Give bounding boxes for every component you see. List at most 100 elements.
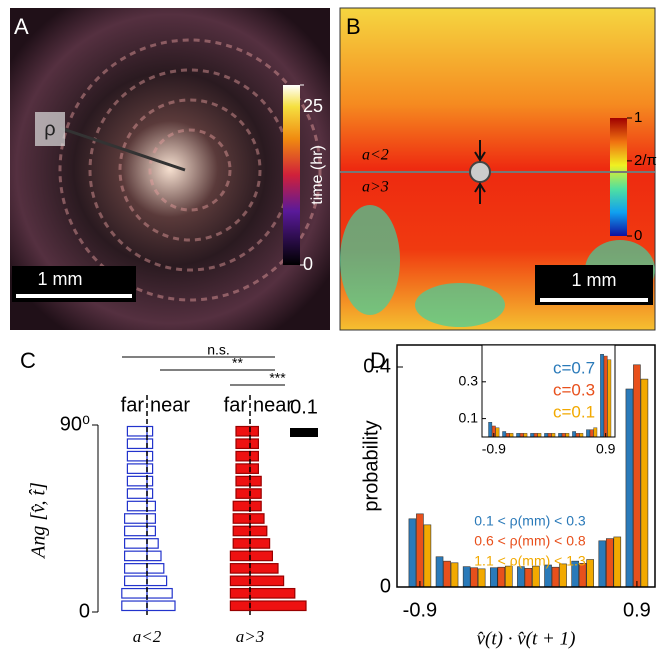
legend-entry: c=0.1: [553, 402, 595, 421]
bar: [565, 433, 570, 438]
bar: [586, 559, 594, 588]
bar: [146, 425, 154, 437]
bar: [235, 438, 251, 450]
bar: [558, 433, 563, 438]
side-label: far: [121, 394, 145, 416]
bar: [126, 450, 148, 462]
y-tick-label: 0: [79, 600, 90, 622]
bar: [516, 433, 521, 438]
region-label: a>3: [362, 179, 389, 196]
bar: [249, 550, 273, 562]
bar: [146, 463, 154, 474]
bar: [572, 431, 577, 438]
bar: [600, 354, 604, 438]
bar: [146, 438, 154, 450]
bar: [495, 427, 500, 438]
rho-label: ρ: [44, 118, 55, 140]
bar: [249, 463, 259, 474]
bar: [640, 378, 649, 588]
bar: [146, 525, 156, 537]
region-label: a<2: [362, 147, 389, 164]
bar: [249, 563, 279, 574]
bar: [579, 433, 584, 438]
bar: [146, 575, 168, 587]
obstacle: [469, 161, 491, 183]
panel-label: D: [370, 348, 386, 373]
bar: [249, 538, 271, 549]
bar: [575, 433, 580, 438]
bar: [126, 500, 148, 512]
bar: [146, 488, 154, 499]
scale-bar-label: 1 mm: [38, 269, 83, 289]
scale-bar-label: 1 mm: [572, 270, 617, 290]
bar: [504, 565, 513, 588]
bar: [146, 587, 173, 599]
bar: [435, 556, 444, 588]
colorbar-tick-label: 0: [634, 227, 642, 244]
bar: [477, 568, 486, 588]
bar: [146, 563, 165, 574]
bar: [532, 565, 540, 588]
bar: [523, 433, 528, 438]
significance-label: n.s.: [207, 342, 230, 358]
panel-label: A: [14, 14, 29, 39]
rho-line: [59, 126, 186, 172]
bar: [235, 488, 251, 499]
y-tick-label: 0.1: [459, 409, 479, 425]
y-axis-label: Ang [v̂, t̂]: [28, 482, 50, 560]
panel-label: B: [346, 14, 361, 39]
legend-entry: 0.6 < ρ(mm) < 0.8: [474, 533, 586, 549]
colorbar-label: time (hr): [309, 145, 326, 205]
bar: [249, 488, 262, 499]
bar: [146, 513, 156, 524]
x-tick-label: a<2: [133, 627, 162, 646]
arrows: [474, 140, 486, 204]
side-label: far: [224, 394, 248, 416]
bar: [607, 359, 612, 438]
legend-entry: 0.1 < ρ(mm) < 0.3: [474, 513, 586, 529]
bar: [146, 550, 162, 562]
bar: [146, 500, 156, 512]
x-tick-label: 0.9: [596, 441, 616, 457]
x-tick-label: -0.9: [403, 599, 437, 621]
colorbar: [283, 85, 300, 265]
bar: [544, 433, 549, 438]
bar: [229, 575, 251, 587]
legend-entry: c=0.7: [553, 358, 595, 377]
bar: [524, 567, 533, 588]
x-tick-label: 0.9: [623, 599, 651, 621]
bar: [232, 513, 251, 524]
significance-label: **: [232, 355, 243, 371]
rho-box: [35, 112, 65, 146]
colorbar-tick-label: 2/π: [634, 152, 657, 169]
bar: [561, 433, 566, 438]
bar: [146, 450, 154, 462]
bar: [249, 425, 259, 437]
bar: [249, 575, 285, 587]
y-tick-label: 0: [380, 575, 391, 597]
side-label: near: [253, 394, 293, 416]
inset-background: [482, 345, 615, 437]
bar: [605, 538, 614, 588]
bar: [249, 438, 259, 450]
bar: [235, 450, 251, 462]
bar: [603, 355, 608, 438]
bar: [121, 587, 148, 599]
x-tick-label: a>3: [236, 627, 264, 646]
side-label: near: [150, 394, 190, 416]
bar: [593, 427, 598, 438]
bar: [123, 513, 148, 524]
bar: [470, 567, 478, 588]
colorbar-tick-label: 25: [303, 96, 323, 116]
bar: [547, 433, 552, 438]
bar: [235, 475, 251, 487]
bar: [232, 500, 251, 512]
bar: [551, 433, 556, 438]
bar: [551, 566, 560, 588]
colorbar-tick-label: 1: [634, 109, 642, 126]
bar: [249, 450, 259, 462]
bar: [489, 567, 498, 588]
x-tick-label: -0.9: [482, 441, 506, 457]
bar: [450, 562, 459, 588]
scale-bar-label: 0.1: [290, 396, 318, 418]
